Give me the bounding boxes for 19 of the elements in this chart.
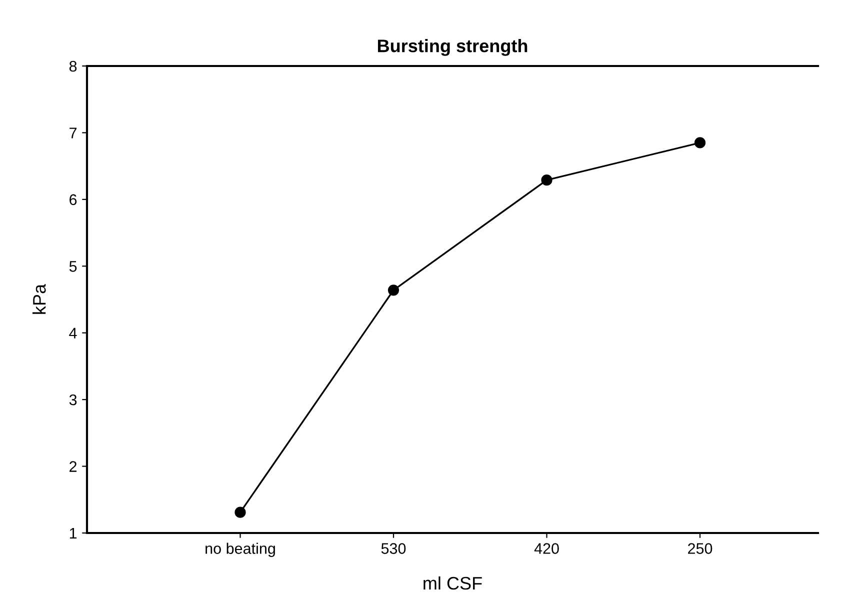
y-axis-title: kPa (32, 284, 46, 314)
chart-title: Bursting strength (378, 39, 528, 56)
point (541, 174, 552, 186)
y-tick-label: 5 (69, 261, 77, 272)
x-tick-label: 250 (688, 543, 712, 554)
y-tick-label: 3 (69, 394, 77, 406)
y-tick-label: 8 (69, 60, 77, 72)
y-tick-label: 4 (69, 328, 77, 338)
x-tick-label: no beating (206, 542, 275, 557)
y-tick-label: 1 (70, 528, 77, 539)
x-axis-title: ml CSF (424, 576, 482, 590)
x-tick-label: 420 (534, 543, 559, 554)
point (694, 137, 706, 148)
point (388, 284, 400, 296)
y-tick-label: 6 (70, 194, 77, 206)
y-tick-label: 2 (70, 461, 77, 472)
x-tick-label: 530 (381, 543, 406, 554)
point (234, 506, 246, 518)
y-tick-label: 7 (70, 128, 77, 138)
